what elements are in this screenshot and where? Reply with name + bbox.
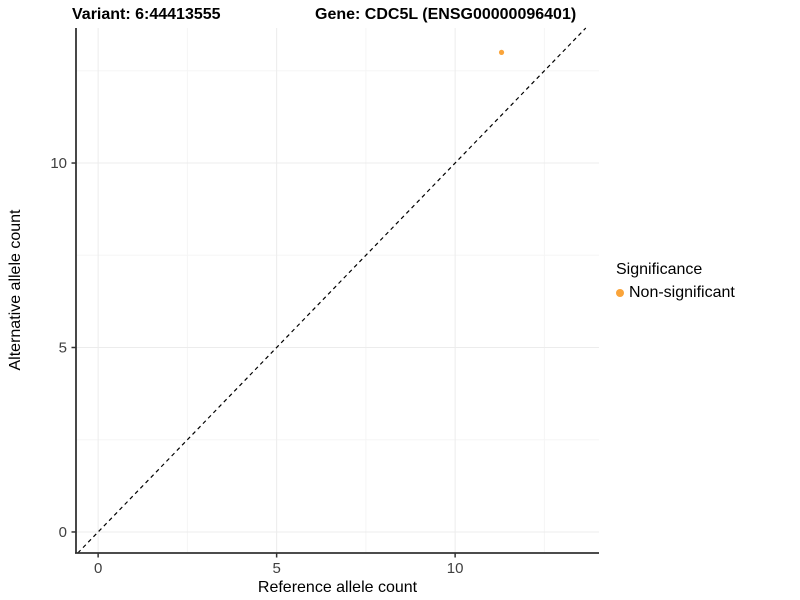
y-axis-title: Alternative allele count <box>7 209 24 371</box>
plot-title-variant: Variant: 6:44413555 <box>72 6 221 23</box>
legend-item-non-significant: Non-significant <box>616 284 735 302</box>
x-tick-label: 5 <box>272 560 280 577</box>
y-tick-label: 0 <box>59 524 67 541</box>
legend-title: Significance <box>616 261 703 278</box>
y-tick-label: 5 <box>59 340 67 357</box>
legend: Significance Non-significant <box>616 261 735 302</box>
x-tick-label: 10 <box>447 560 464 577</box>
x-tick-label: 0 <box>94 560 102 577</box>
legend-point-icon <box>616 289 624 297</box>
y-tick-label: 10 <box>50 155 67 172</box>
identity-dashed-line <box>77 27 587 554</box>
legend-item-label: Non-significant <box>629 284 735 301</box>
x-axis-title: Reference allele count <box>257 579 418 596</box>
plot-title-gene: Gene: CDC5L (ENSG00000096401) <box>315 6 577 23</box>
data-point <box>498 49 505 55</box>
